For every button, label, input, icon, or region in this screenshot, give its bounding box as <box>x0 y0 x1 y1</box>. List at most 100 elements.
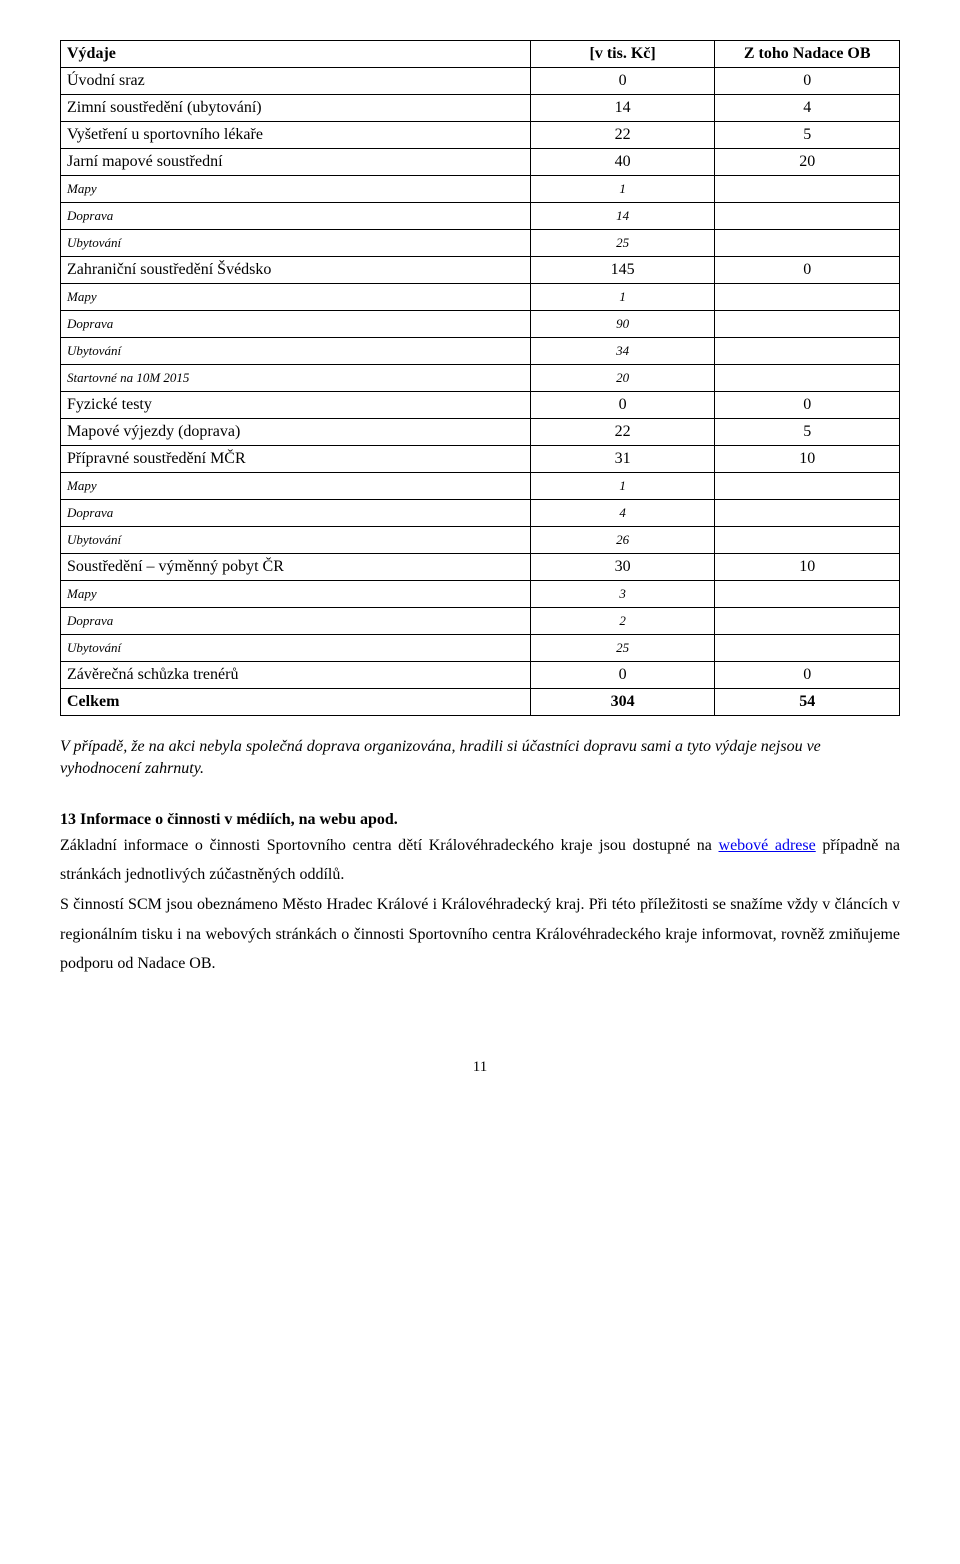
expenses-table: Výdaje [v tis. Kč] Z toho Nadace OB Úvod… <box>60 40 900 716</box>
cell: 25 <box>530 230 715 257</box>
cell <box>715 635 900 662</box>
cell: Doprava <box>61 500 531 527</box>
cell <box>715 581 900 608</box>
table-row: Závěrečná schůzka trenérů00 <box>61 662 900 689</box>
cell: 34 <box>530 338 715 365</box>
table-row: Jarní mapové soustřední4020 <box>61 149 900 176</box>
cell: Mapy <box>61 581 531 608</box>
cell: Doprava <box>61 203 531 230</box>
header-col1: Výdaje <box>61 41 531 68</box>
cell: 0 <box>715 392 900 419</box>
cell: 2 <box>530 608 715 635</box>
cell: 1 <box>530 473 715 500</box>
cell: Doprava <box>61 311 531 338</box>
cell: Doprava <box>61 608 531 635</box>
cell: Ubytování <box>61 527 531 554</box>
cell: 14 <box>530 203 715 230</box>
table-row: Mapy1 <box>61 176 900 203</box>
cell: 26 <box>530 527 715 554</box>
table-row: Ubytování25 <box>61 635 900 662</box>
cell: Zahraniční soustředění Švédsko <box>61 257 531 284</box>
cell: Přípravné soustředění MČR <box>61 446 531 473</box>
table-row: Celkem30454 <box>61 689 900 716</box>
cell: 31 <box>530 446 715 473</box>
cell: Mapy <box>61 176 531 203</box>
table-row: Vyšetření u sportovního lékaře225 <box>61 122 900 149</box>
cell: Ubytování <box>61 230 531 257</box>
cell: 20 <box>530 365 715 392</box>
paragraph-2: S činností SCM jsou obeznámeno Město Hra… <box>60 890 900 979</box>
table-row: Přípravné soustředění MČR3110 <box>61 446 900 473</box>
cell: 4 <box>530 500 715 527</box>
cell <box>715 608 900 635</box>
table-row: Ubytování25 <box>61 230 900 257</box>
cell <box>715 230 900 257</box>
table-row: Ubytování26 <box>61 527 900 554</box>
cell: 5 <box>715 122 900 149</box>
cell: Fyzické testy <box>61 392 531 419</box>
para1-part-a: Základní informace o činnosti Sportovníh… <box>60 837 719 854</box>
section-heading: 13 Informace o činnosti v médiích, na we… <box>60 811 900 829</box>
table-row: Úvodní sraz00 <box>61 68 900 95</box>
cell <box>715 176 900 203</box>
note-text: V případě, že na akci nebyla společná do… <box>60 736 900 781</box>
table-row: Zahraniční soustředění Švédsko1450 <box>61 257 900 284</box>
table-row: Mapy1 <box>61 284 900 311</box>
cell: 5 <box>715 419 900 446</box>
table-row: Doprava4 <box>61 500 900 527</box>
cell: 0 <box>530 392 715 419</box>
cell: Mapy <box>61 473 531 500</box>
cell: 54 <box>715 689 900 716</box>
table-row: Ubytování34 <box>61 338 900 365</box>
cell <box>715 527 900 554</box>
paragraph-1: Základní informace o činnosti Sportovníh… <box>60 831 900 890</box>
cell: Startovné na 10M 2015 <box>61 365 531 392</box>
cell: Ubytování <box>61 635 531 662</box>
table-row: Startovné na 10M 201520 <box>61 365 900 392</box>
cell: 145 <box>530 257 715 284</box>
cell: 1 <box>530 176 715 203</box>
cell: 14 <box>530 95 715 122</box>
cell: Soustředění – výměnný pobyt ČR <box>61 554 531 581</box>
cell <box>715 365 900 392</box>
cell: 0 <box>715 662 900 689</box>
table-row: Mapy1 <box>61 473 900 500</box>
cell: Vyšetření u sportovního lékaře <box>61 122 531 149</box>
cell: 0 <box>715 68 900 95</box>
cell: Zimní soustředění (ubytování) <box>61 95 531 122</box>
cell: 30 <box>530 554 715 581</box>
cell <box>715 338 900 365</box>
web-address-link[interactable]: webové adrese <box>719 837 816 854</box>
cell: 3 <box>530 581 715 608</box>
cell: Úvodní sraz <box>61 68 531 95</box>
table-row: Doprava14 <box>61 203 900 230</box>
cell: Jarní mapové soustřední <box>61 149 531 176</box>
cell: 10 <box>715 554 900 581</box>
table-row: Fyzické testy00 <box>61 392 900 419</box>
cell: 0 <box>715 257 900 284</box>
cell: Závěrečná schůzka trenérů <box>61 662 531 689</box>
page-number: 11 <box>60 1059 900 1076</box>
cell <box>715 473 900 500</box>
cell <box>715 284 900 311</box>
cell <box>715 203 900 230</box>
header-col3: Z toho Nadace OB <box>715 41 900 68</box>
cell: 0 <box>530 662 715 689</box>
cell: 40 <box>530 149 715 176</box>
cell: 4 <box>715 95 900 122</box>
table-row: Zimní soustředění (ubytování)144 <box>61 95 900 122</box>
cell: 90 <box>530 311 715 338</box>
cell: 304 <box>530 689 715 716</box>
cell: Celkem <box>61 689 531 716</box>
cell: Mapy <box>61 284 531 311</box>
cell: 20 <box>715 149 900 176</box>
table-row: Doprava90 <box>61 311 900 338</box>
table-row: Mapy3 <box>61 581 900 608</box>
cell: Mapové výjezdy (doprava) <box>61 419 531 446</box>
table-row: Mapové výjezdy (doprava)225 <box>61 419 900 446</box>
cell: 10 <box>715 446 900 473</box>
cell: 25 <box>530 635 715 662</box>
cell: Ubytování <box>61 338 531 365</box>
cell: 22 <box>530 122 715 149</box>
cell: 0 <box>530 68 715 95</box>
